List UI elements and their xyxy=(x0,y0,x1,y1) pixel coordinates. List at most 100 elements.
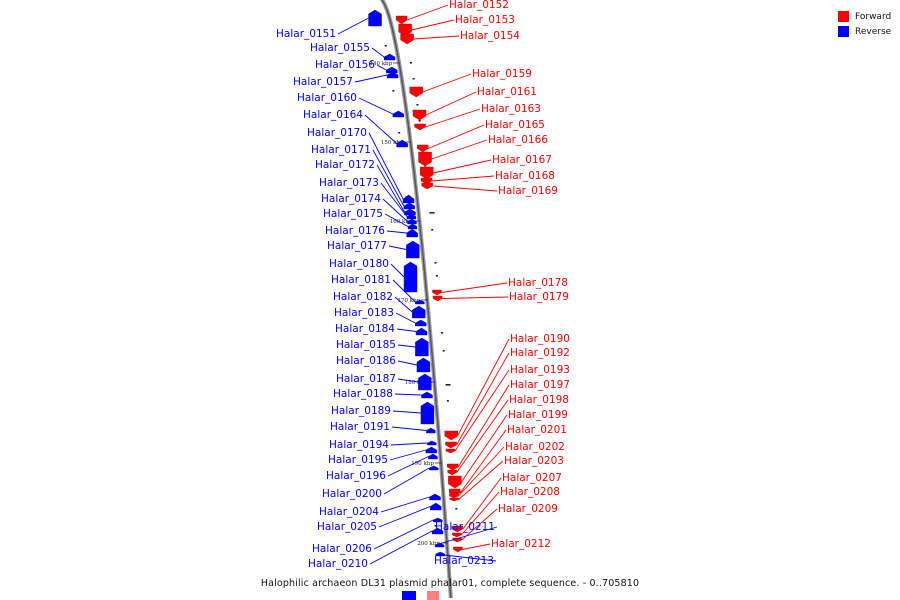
legend-reverse-label: Reverse xyxy=(855,26,892,37)
gene-label: Halar_0179 xyxy=(509,291,569,303)
gene-arrow-halar-0176 xyxy=(406,228,418,238)
gene-connector xyxy=(432,185,498,192)
gene-connector xyxy=(394,393,422,396)
gene-tick-marker xyxy=(384,45,387,47)
gene-arrow-halar-0184 xyxy=(415,327,428,336)
gene-label: Halar_0175 xyxy=(323,208,383,220)
gene-connector xyxy=(442,296,509,299)
scale-tick-label: 190 kbp xyxy=(411,461,434,467)
gene-label: Halar_0188 xyxy=(333,388,393,400)
gene-tick-marker xyxy=(441,332,444,334)
gene-connector xyxy=(397,344,416,348)
gene-tick-marker xyxy=(445,384,451,386)
gene-label: Halar_0189 xyxy=(331,405,391,417)
gene-connector xyxy=(411,19,455,31)
gene-label: Halar_0203 xyxy=(504,455,564,467)
gene-connector xyxy=(386,230,407,234)
gene-connector xyxy=(422,73,472,93)
gene-tick-marker xyxy=(446,400,449,402)
gene-arrow-halar-0154 xyxy=(400,33,414,45)
gene-label: Halar_0173 xyxy=(319,177,379,189)
gene-arrow-halar-0164 xyxy=(396,139,408,148)
gene-connector xyxy=(391,426,427,431)
gene-label: Halar_0192 xyxy=(510,347,570,359)
gene-arrow-halar-0199 xyxy=(448,475,462,489)
gene-connector xyxy=(413,35,460,40)
gene-arrow-halar-0160 xyxy=(392,110,405,118)
gene-connector xyxy=(462,543,491,550)
gene-label: Halar_0159 xyxy=(472,68,532,80)
gene-tick-marker xyxy=(434,262,437,264)
gene-label: Halar_0184 xyxy=(335,323,395,335)
gene-connector xyxy=(454,369,510,452)
gene-connector xyxy=(458,460,504,500)
gene-arrow-halar-0170 xyxy=(402,194,415,204)
gene-label: Halar_0211 xyxy=(435,521,495,533)
gene-arrow-halar-0161 xyxy=(412,109,427,121)
gene-arrow-halar-0195 xyxy=(425,446,438,454)
gene-label: Halar_0160 xyxy=(297,92,357,104)
gene-arrow-halar-0200 xyxy=(429,465,439,471)
gene-connector xyxy=(441,282,508,293)
gene-connector xyxy=(428,124,485,149)
gene-connector xyxy=(371,47,385,58)
gene-arrow-halar-0169 xyxy=(421,182,433,190)
scale-tick-label: 200 kbp xyxy=(417,541,440,547)
gene-arrow-halar-0204 xyxy=(429,493,441,501)
gene-arrow-partial-forward xyxy=(427,591,439,600)
gene-connector xyxy=(457,338,510,436)
gene-label: Halar_0180 xyxy=(329,258,389,270)
gene-connector xyxy=(432,175,495,182)
gene-arrow-halar-0151 xyxy=(368,9,382,27)
gene-label: Halar_0152 xyxy=(449,0,509,11)
gene-label: Halar_0178 xyxy=(508,277,568,289)
gene-label: Halar_0169 xyxy=(498,185,558,197)
gene-label: Halar_0202 xyxy=(505,441,565,453)
gene-connector xyxy=(406,4,449,21)
gene-arrow-halar-0174 xyxy=(407,218,417,225)
gene-arrow-halar-0191 xyxy=(426,427,436,434)
gene-arrow-halar-0167 xyxy=(419,166,434,180)
gene-tick-marker xyxy=(416,104,419,106)
gene-connector xyxy=(431,139,488,160)
gene-connector xyxy=(456,352,510,446)
gene-connector xyxy=(369,530,433,565)
gene-label: Halar_0181 xyxy=(331,274,391,286)
gene-label: Halar_0164 xyxy=(303,109,363,121)
gene-arrow-halar-0166 xyxy=(418,151,432,167)
gene-connector xyxy=(457,384,510,468)
gene-tick-marker xyxy=(434,525,437,527)
gene-label: Halar_0197 xyxy=(510,379,570,391)
gene-tick-marker xyxy=(409,62,412,64)
gene-label: Halar_0193 xyxy=(510,364,570,376)
gene-arrow-halar-0185 xyxy=(415,337,429,357)
gene-connector xyxy=(425,91,477,116)
gene-connector xyxy=(392,410,421,414)
gene-arrow-halar-0208 xyxy=(452,532,462,538)
gene-connector xyxy=(387,456,429,477)
gene-connector xyxy=(425,108,481,128)
gene-label: Halar_0171 xyxy=(311,144,371,156)
gene-label: Halar_0161 xyxy=(477,86,537,98)
gene-connector xyxy=(368,132,404,200)
gene-connector xyxy=(358,97,394,115)
gene-arrow-halar-0203 xyxy=(449,497,459,502)
gene-arrow-halar-0180 xyxy=(403,261,418,293)
gene-label: Halar_0205 xyxy=(317,521,377,533)
forward-swatch xyxy=(838,11,849,22)
gene-label: Halar_0200 xyxy=(322,488,382,500)
gene-arrow-halar-0168 xyxy=(420,177,433,185)
gene-connector xyxy=(376,164,405,213)
gene-label: Halar_0177 xyxy=(327,240,387,252)
scale-tick-label: 180 kbp xyxy=(405,380,428,386)
gene-connector xyxy=(397,360,418,366)
gene-label: Halar_0194 xyxy=(329,439,389,451)
gene-arrow-halar-0202 xyxy=(449,493,459,499)
gene-connector xyxy=(383,467,430,495)
gene-arrow-halar-0171 xyxy=(403,202,416,210)
gene-label: Halar_0196 xyxy=(326,470,386,482)
gene-arrow-halar-0155 xyxy=(383,53,396,61)
gene-label: Halar_0170 xyxy=(307,127,367,139)
scale-tick-label: 140 kbp xyxy=(369,61,392,67)
